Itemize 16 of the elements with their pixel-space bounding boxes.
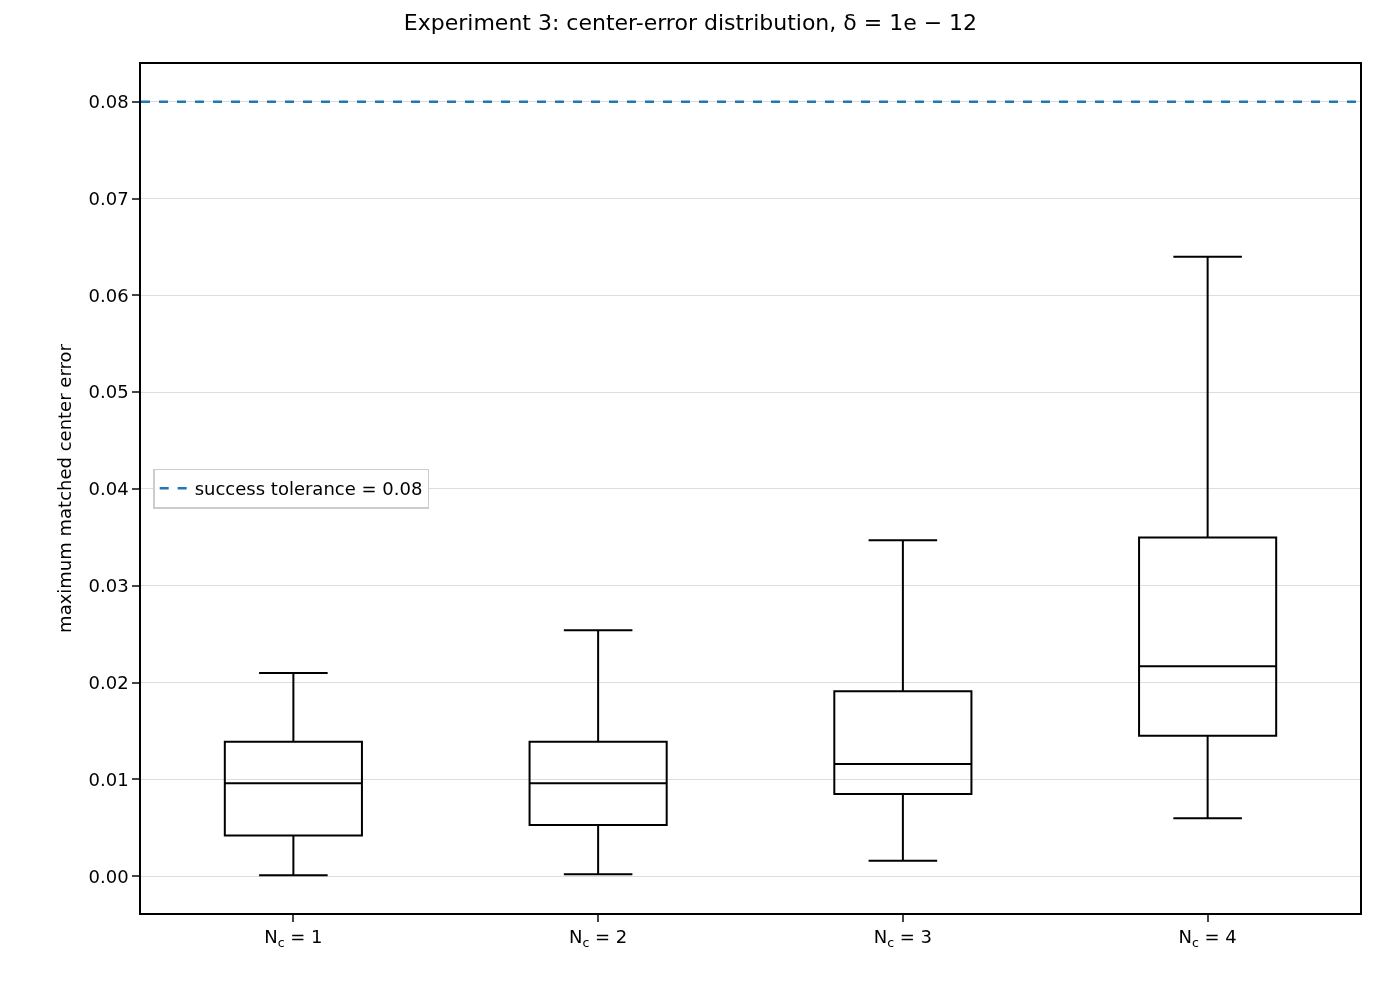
y-tick-label: 0.02 (88, 671, 129, 693)
y-tick-label: 0.06 (88, 284, 129, 306)
y-tick-label: 0.08 (88, 91, 129, 113)
y-tick-label: 0.04 (88, 478, 129, 500)
x-tick-label: N$_{c}$ = 1 (264, 926, 323, 951)
y-tick-label: 0.05 (88, 381, 129, 403)
y-tick-label: 0.00 (88, 865, 129, 887)
y-axis-title: maximum matched center error (54, 343, 76, 633)
x-tick-label: N$_{c}$ = 4 (1178, 926, 1237, 951)
x-tick-label: N$_{c}$ = 2 (568, 926, 628, 951)
y-tick-label: 0.03 (88, 575, 129, 597)
x-tick-label: N$_{c}$ = 3 (873, 926, 933, 951)
y-tick-label: 0.07 (88, 187, 129, 209)
y-tick-label: 0.01 (88, 768, 129, 790)
legend-label: success tolerance = 0.08 (194, 478, 423, 500)
chart-title: Experiment 3: center-error distribution, δ = 1e − 12 (403, 10, 978, 36)
